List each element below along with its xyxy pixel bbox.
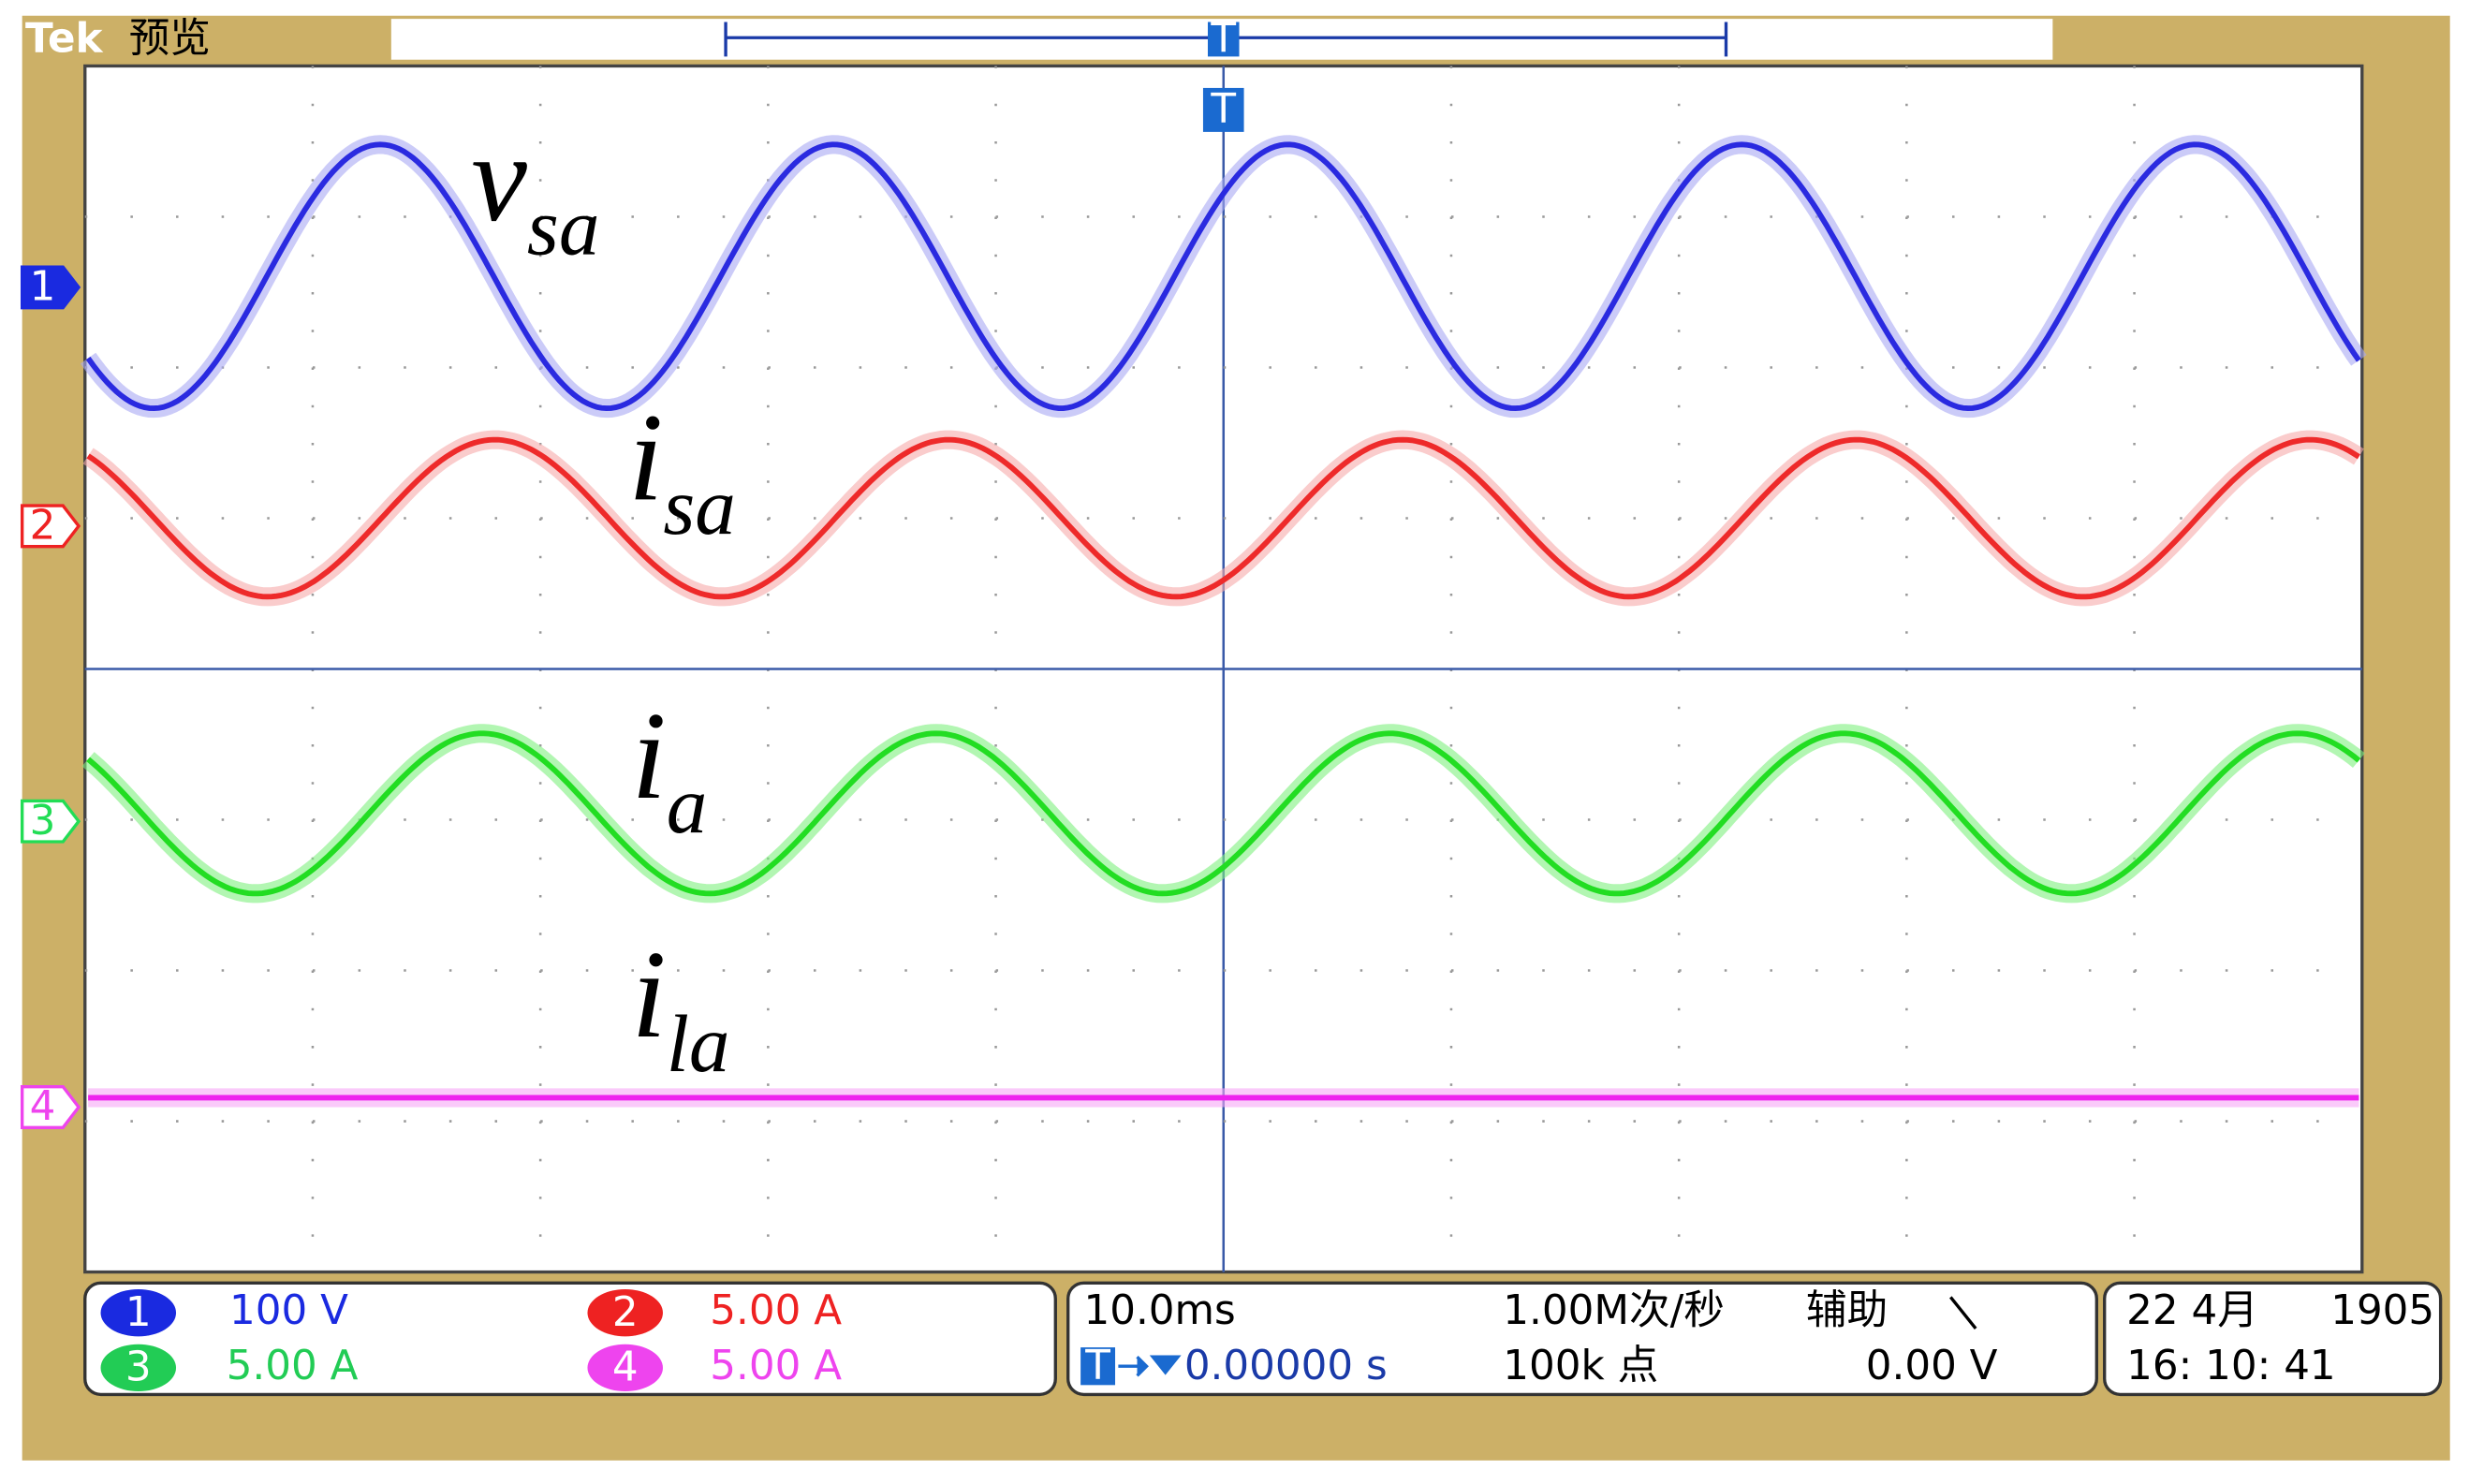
record-length: 100k 点	[1503, 1343, 1658, 1389]
time-scale: 10.0ms	[1083, 1287, 1235, 1334]
time: 16: 10: 41	[2126, 1343, 2336, 1389]
trace-label: ila	[631, 925, 729, 1089]
channel-chip	[100, 1344, 177, 1392]
channel-number: 1	[125, 1289, 152, 1336]
channel-chip	[587, 1344, 663, 1392]
channel-chip	[587, 1289, 663, 1337]
channel-scale: 5.00 A	[227, 1343, 359, 1389]
symbol: v	[471, 109, 527, 248]
date: 22 4月	[2126, 1287, 2258, 1334]
trigger-icon	[1207, 22, 1240, 57]
trigger-label: T	[1084, 1343, 1110, 1389]
trigger-label: T	[1210, 16, 1236, 63]
mode: 预览	[129, 16, 211, 63]
symbol: i	[628, 388, 663, 527]
subscript: sa	[663, 461, 736, 551]
channel-scale: 100 V	[229, 1287, 348, 1334]
channel-number: 3	[125, 1344, 152, 1391]
trigger-icon	[1202, 87, 1244, 132]
channel-number: 2	[30, 503, 56, 550]
channel-number: 4	[612, 1344, 639, 1391]
trigger-arrow	[1118, 1355, 1182, 1377]
channel-marker	[20, 799, 81, 844]
channel-scale: 5.00 A	[710, 1287, 842, 1334]
channel-marker	[20, 504, 81, 549]
datetime-panel	[2103, 1281, 2443, 1397]
channel-number: 3	[30, 798, 56, 845]
trace-label: isa	[628, 388, 736, 551]
waveform	[86, 436, 2360, 600]
symbol: i	[631, 925, 666, 1065]
channel-marker	[20, 265, 81, 310]
waveforms	[80, 135, 2367, 1108]
waveform	[85, 141, 2361, 412]
grid	[84, 66, 2362, 1272]
brand: Tek	[25, 16, 104, 63]
trigger-marker: T T	[1202, 16, 1244, 133]
channel-number: 4	[30, 1083, 56, 1130]
trigger-source: 辅助	[1806, 1287, 1888, 1334]
trace-label: ia	[631, 686, 707, 850]
channel-chip	[100, 1289, 177, 1337]
channel-scale: 5.00 A	[710, 1343, 842, 1389]
trace-label: vsa	[471, 109, 599, 272]
channel-marker	[20, 1084, 81, 1129]
timebase-panel	[1066, 1281, 2098, 1397]
symbol: i	[631, 686, 666, 826]
channel-number: 2	[612, 1289, 639, 1336]
subscript: la	[667, 998, 730, 1089]
trigger-level: 0.00 V	[1866, 1343, 1998, 1389]
trigger-icon	[1080, 1347, 1116, 1386]
channel-panel	[83, 1281, 1057, 1397]
waveform	[86, 730, 2361, 897]
sample-rate: 1.00M次/秒	[1503, 1287, 1725, 1334]
trigger-position: 0.00000 s	[1184, 1343, 1388, 1389]
subscript: sa	[527, 182, 600, 272]
subscript: a	[667, 759, 708, 850]
year: 1905	[2330, 1287, 2434, 1334]
slope-icon	[1949, 1296, 1977, 1330]
trigger-label: T	[1210, 86, 1236, 133]
channel-number: 1	[30, 264, 56, 311]
